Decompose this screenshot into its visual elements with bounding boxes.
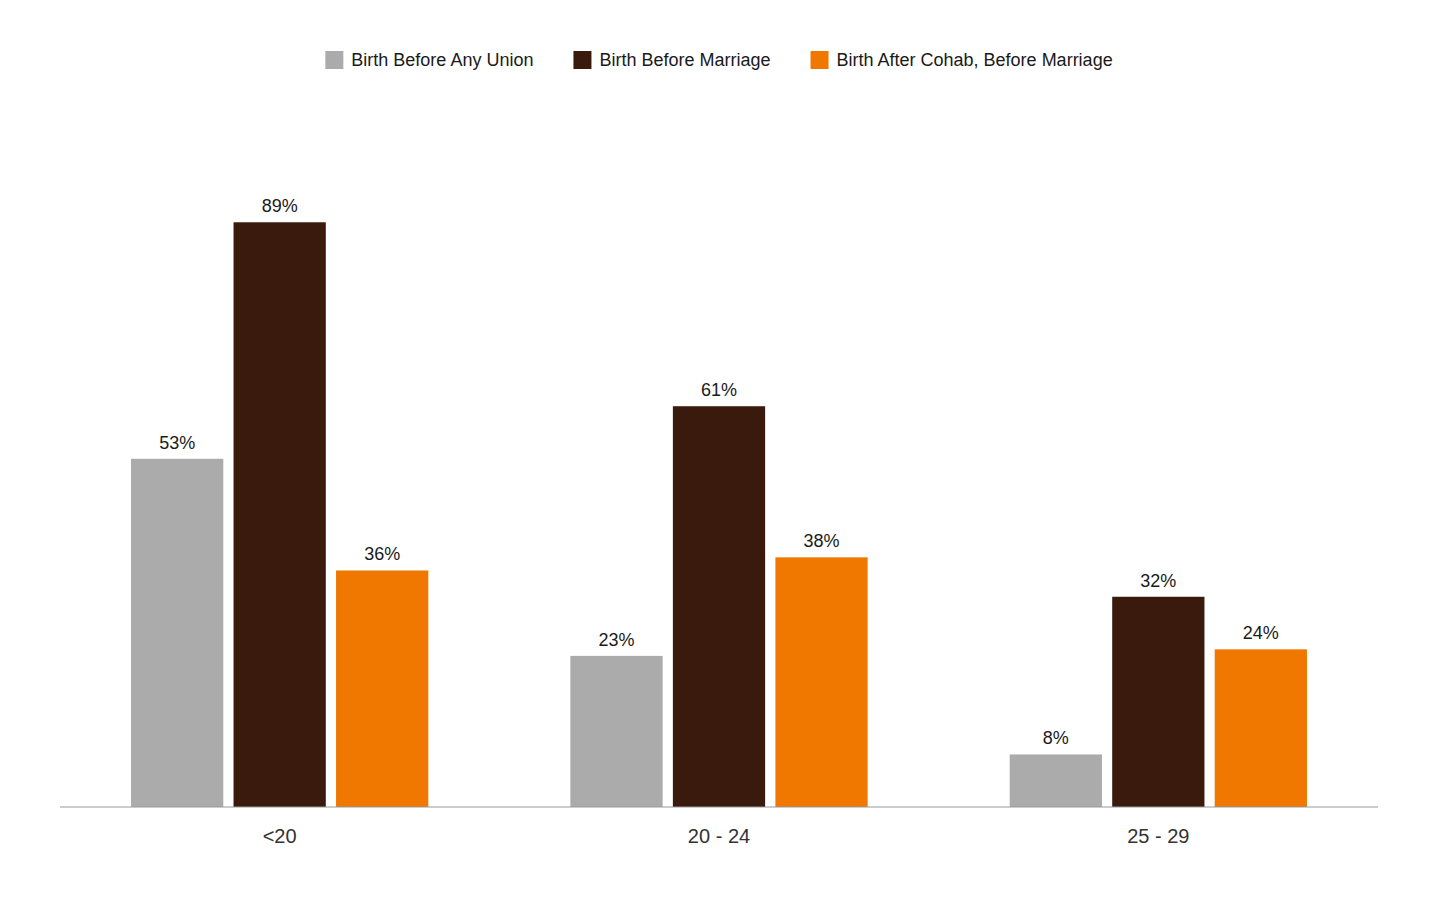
- bar: [234, 222, 326, 807]
- legend: Birth Before Any Union Birth Before Marri…: [325, 50, 1112, 70]
- x-tick-label: 25 - 29: [1127, 825, 1189, 847]
- data-label: 8%: [1043, 728, 1069, 748]
- data-label: 23%: [598, 630, 634, 650]
- chart-svg: 53% 23% 8% 89% 61% 32% 36% 38% 24% <20 20 - 24 25 -…: [0, 0, 1438, 897]
- x-tick-label: 20 - 24: [688, 825, 750, 847]
- x-axis-line: [60, 807, 1378, 808]
- legend-label: Birth Before Marriage: [599, 50, 770, 70]
- bar: [1112, 597, 1204, 807]
- data-label: 53%: [159, 433, 195, 453]
- bar: [131, 459, 223, 807]
- data-label: 32%: [1140, 571, 1176, 591]
- legend-label: Birth Before Any Union: [351, 50, 533, 70]
- data-label: 89%: [262, 196, 298, 216]
- data-label: 38%: [803, 531, 839, 551]
- data-label: 36%: [364, 544, 400, 564]
- bar: [775, 557, 867, 807]
- x-tick-label: <20: [263, 825, 297, 847]
- data-label: 24%: [1243, 623, 1279, 643]
- chart-container: 53% 23% 8% 89% 61% 32% 36% 38% 24% <20 20 - 24 25 -…: [0, 0, 1438, 897]
- bar: [673, 406, 765, 807]
- legend-swatch: [325, 51, 343, 69]
- bar: [336, 570, 428, 807]
- legend-label: Birth After Cohab, Before Marriage: [837, 50, 1113, 70]
- legend-swatch: [811, 51, 829, 69]
- bar: [570, 656, 662, 807]
- legend-swatch: [573, 51, 591, 69]
- data-labels: 53% 23% 8% 89% 61% 32% 36% 38% 24%: [159, 196, 1279, 748]
- data-label: 61%: [701, 380, 737, 400]
- bar: [1215, 649, 1307, 807]
- bar: [1010, 754, 1102, 807]
- bars: [131, 222, 1307, 807]
